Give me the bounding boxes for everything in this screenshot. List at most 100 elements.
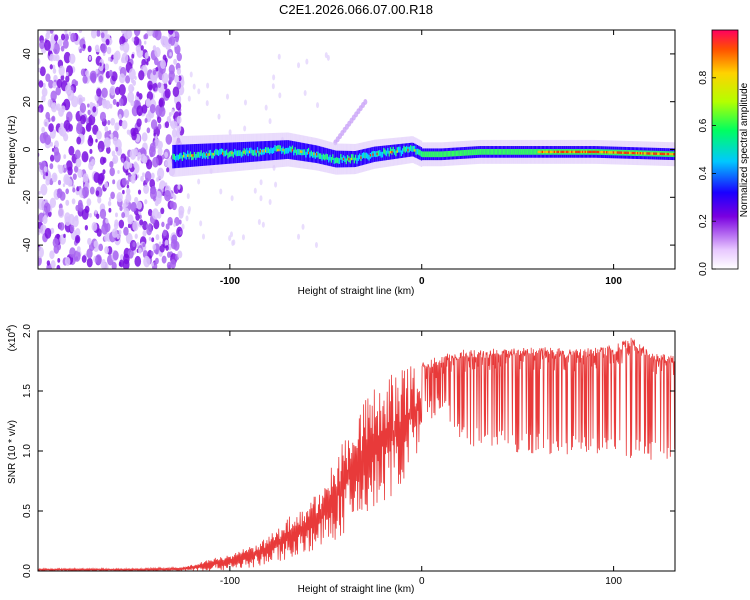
signal-peak bbox=[485, 149, 487, 155]
noise-speckle bbox=[59, 122, 64, 129]
noise-speckle bbox=[185, 215, 189, 222]
noise-speckle bbox=[108, 197, 112, 202]
noise-speckle bbox=[161, 72, 169, 84]
noise-speckle bbox=[157, 116, 162, 124]
signal-max bbox=[565, 150, 568, 154]
signal-peak bbox=[251, 149, 253, 156]
y-tick-label: 0.0 bbox=[22, 564, 33, 578]
noise-speckle bbox=[57, 38, 63, 47]
noise-speckle bbox=[175, 101, 182, 111]
signal-max bbox=[658, 152, 660, 155]
signal-max bbox=[610, 151, 612, 154]
noise-speckle bbox=[126, 184, 130, 189]
signal-max bbox=[599, 150, 601, 154]
noise-speckle bbox=[63, 233, 66, 238]
colorbar: 0.0 0.2 0.4 0.6 0.8 Normalized spectral ampl… bbox=[698, 29, 750, 276]
noise-speckle bbox=[138, 70, 145, 81]
signal-max bbox=[264, 149, 267, 153]
noise-speckle bbox=[144, 118, 148, 123]
noise-speckle bbox=[54, 34, 59, 42]
signal-peak bbox=[469, 149, 471, 156]
signal-max bbox=[407, 148, 409, 152]
signal-peak bbox=[279, 145, 282, 152]
signal-peak bbox=[277, 145, 279, 151]
noise-speckle bbox=[167, 216, 173, 226]
noise-speckle bbox=[93, 172, 101, 183]
signal-max bbox=[628, 151, 631, 155]
noise-speckle bbox=[118, 229, 122, 235]
signal-peak bbox=[512, 149, 514, 155]
signal-peak bbox=[495, 149, 498, 155]
noise-speckle bbox=[100, 32, 105, 39]
noise-speckle bbox=[65, 75, 70, 83]
signal-peak bbox=[212, 152, 214, 159]
noise-speckle bbox=[138, 247, 142, 254]
signal-max bbox=[191, 154, 193, 157]
signal-max bbox=[607, 151, 609, 154]
noise-speckle bbox=[149, 151, 154, 158]
signal-max bbox=[657, 152, 659, 155]
signal-max bbox=[595, 150, 597, 154]
noise-speckle bbox=[95, 68, 99, 74]
signal-peak bbox=[246, 147, 248, 154]
noise-speckle bbox=[121, 211, 126, 219]
noise-speckle bbox=[132, 241, 136, 248]
noise-speckle bbox=[98, 243, 104, 252]
signal-peak bbox=[172, 153, 174, 160]
noise-speckle bbox=[131, 37, 135, 42]
noise-speckle bbox=[136, 91, 140, 97]
noise-speckle bbox=[259, 179, 263, 186]
noise-speckle bbox=[225, 93, 229, 100]
noise-speckle bbox=[176, 67, 182, 75]
signal-peak bbox=[439, 151, 441, 158]
signal-peak bbox=[219, 149, 221, 155]
noise-speckle bbox=[144, 199, 148, 205]
signal-max bbox=[615, 151, 617, 154]
noise-speckle bbox=[165, 134, 173, 145]
noise-speckle bbox=[57, 188, 61, 195]
y-tick-label: 1.5 bbox=[22, 384, 33, 398]
noise-speckle bbox=[146, 127, 151, 134]
signal-max bbox=[542, 150, 545, 154]
noise-speckle bbox=[303, 90, 307, 97]
noise-speckle bbox=[99, 156, 106, 165]
noise-speckle bbox=[102, 99, 108, 109]
noise-speckle bbox=[102, 169, 106, 175]
signal-peak bbox=[260, 149, 263, 156]
signal-peak bbox=[459, 150, 462, 156]
noise-speckle bbox=[69, 247, 76, 258]
signal-max bbox=[616, 151, 619, 154]
noise-speckle bbox=[58, 65, 65, 76]
noise-speckle bbox=[39, 162, 45, 171]
signal-peak bbox=[278, 145, 280, 151]
noise-speckle bbox=[162, 229, 167, 237]
noise-speckle bbox=[69, 53, 76, 65]
signal-max bbox=[662, 152, 664, 156]
noise-speckle bbox=[88, 55, 92, 61]
noise-speckle bbox=[92, 106, 97, 113]
signal-peak bbox=[197, 151, 200, 158]
noise-speckle bbox=[148, 84, 153, 91]
signal-peak bbox=[451, 150, 454, 157]
noise-speckle bbox=[111, 228, 118, 238]
noise-speckle bbox=[169, 76, 173, 83]
noise-speckle bbox=[104, 234, 109, 242]
signal-peak bbox=[450, 150, 452, 157]
noise-speckle bbox=[125, 75, 131, 84]
noise-speckle bbox=[363, 98, 368, 105]
signal-peak bbox=[500, 149, 502, 155]
noise-speckle bbox=[85, 122, 92, 132]
noise-speckle bbox=[60, 127, 67, 138]
signal-peak bbox=[228, 151, 231, 158]
signal-peak bbox=[177, 154, 180, 161]
noise-speckle bbox=[167, 30, 174, 35]
noise-speckle bbox=[165, 244, 169, 251]
signal-peak bbox=[447, 150, 450, 157]
noise-speckle bbox=[94, 209, 97, 215]
noise-speckle bbox=[75, 158, 82, 168]
noise-speckle bbox=[52, 42, 60, 55]
signal-max bbox=[553, 150, 556, 154]
signal-max bbox=[637, 151, 639, 155]
signal-peak bbox=[303, 149, 306, 156]
